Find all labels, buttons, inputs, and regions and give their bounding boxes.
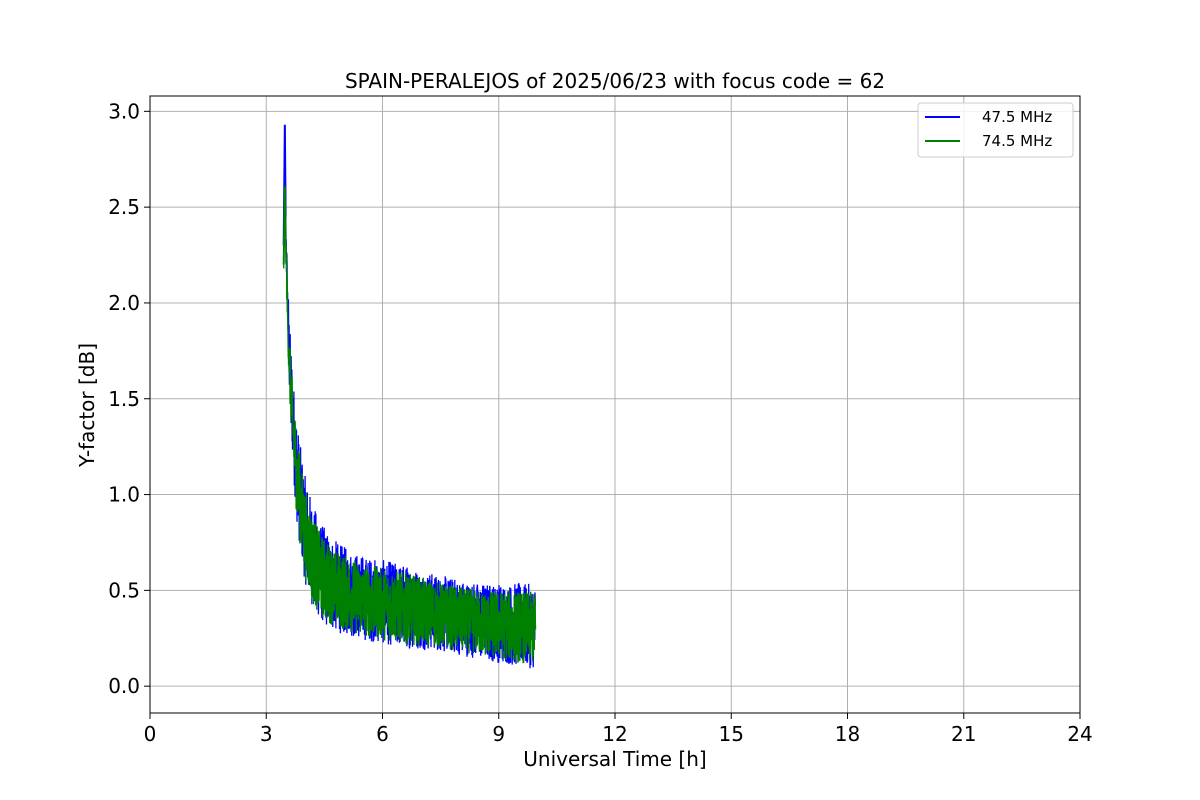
series-layer	[282, 124, 537, 669]
x-tick-label: 0	[144, 722, 157, 746]
legend-label-47.5mhz: 47.5 MHz	[982, 108, 1052, 126]
y-tick-label: 3.0	[108, 99, 140, 123]
y-tick-label: 2.5	[108, 195, 140, 219]
y-tick-label: 0.0	[108, 674, 140, 698]
y-axis-label: Y-factor [dB]	[75, 343, 99, 468]
grid	[149, 96, 1081, 713]
x-tick-label: 3	[260, 722, 273, 746]
legend: 47.5 MHz 74.5 MHz	[917, 102, 1074, 158]
y-axis: 0.0 0.5 1.0 1.5 2.0 2.5 3.0	[108, 99, 150, 698]
series-line-74.5mhz	[283, 185, 537, 664]
x-tick-label: 12	[602, 722, 627, 746]
legend-label-74.5mhz: 74.5 MHz	[982, 132, 1052, 150]
series-peak-74.5mhz	[282, 187, 287, 265]
y-tick-label: 1.0	[108, 483, 140, 507]
x-axis: 0 3 6 9 12 15 18 21 24	[144, 713, 1093, 746]
chart-title: SPAIN-PERALEJOS of 2025/06/23 with focus…	[345, 69, 885, 93]
x-tick-label: 9	[492, 722, 505, 746]
x-tick-label: 24	[1067, 722, 1092, 746]
y-tick-label: 0.5	[108, 578, 140, 602]
x-tick-label: 6	[376, 722, 389, 746]
x-axis-label: Universal Time [h]	[523, 747, 706, 771]
y-tick-label: 2.0	[108, 291, 140, 315]
x-tick-label: 21	[951, 722, 976, 746]
x-tick-label: 15	[719, 722, 744, 746]
x-tick-label: 18	[835, 722, 860, 746]
y-tick-label: 1.5	[108, 387, 140, 411]
